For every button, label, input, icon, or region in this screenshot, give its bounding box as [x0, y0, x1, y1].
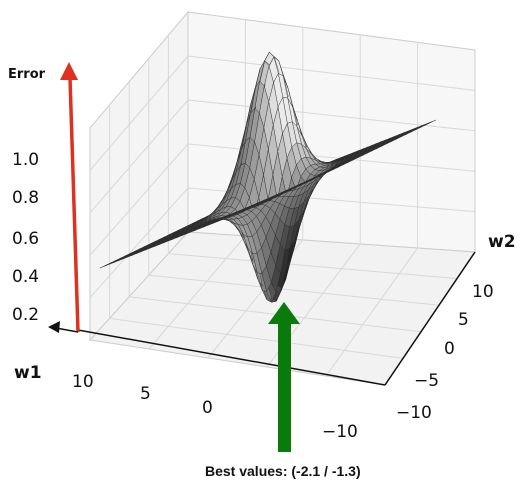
w2-axis-line	[384, 251, 476, 386]
w2-tick-label: 5	[458, 310, 469, 330]
w2-tick-labels: 10 5 0 −5 −10	[396, 282, 494, 423]
z-axis-label: Error	[8, 67, 46, 82]
grid-line	[187, 143, 476, 172]
w2-tick-label: −10	[396, 403, 432, 423]
w1-tick-label: 10	[72, 372, 94, 392]
z-tick-label: 0.2	[12, 305, 39, 325]
w2-tick-label: 10	[472, 282, 494, 302]
w2-tick-label: 0	[444, 339, 455, 359]
w1-axis-label: w1	[14, 363, 42, 383]
z-tick-labels: 1.0 0.8 0.6 0.4 0.2	[12, 150, 39, 325]
w2-axis-label: w2	[488, 232, 516, 252]
error-arrow	[48, 62, 80, 333]
grid-line	[148, 274, 440, 306]
best-values-label: Best values: (-2.1 / -1.3)	[205, 463, 361, 479]
w1-tick-label: 5	[140, 384, 151, 404]
z-tick-label: 0.8	[12, 188, 39, 208]
grid-line	[325, 247, 419, 377]
grid-line	[89, 99, 189, 214]
w1-tick-labels: 10 5 0 −10	[72, 372, 358, 442]
grid-line	[168, 253, 458, 280]
surface-patch	[99, 263, 110, 269]
best-values-arrow	[268, 302, 300, 452]
w1-tick-label: 0	[202, 398, 213, 418]
w2-tick-label: −5	[414, 371, 439, 391]
grid-line	[187, 99, 476, 132]
grid-line	[187, 55, 476, 91]
w1-tick-label: −10	[322, 422, 358, 442]
w1-axis-line	[77, 329, 386, 386]
z-tick-label: 0.6	[12, 229, 39, 249]
grid-line	[148, 235, 246, 350]
error-surface	[99, 51, 437, 303]
grid-line	[89, 143, 189, 256]
grid-line	[89, 55, 189, 171]
grid-line	[89, 187, 189, 298]
z-tick-label: 1.0	[12, 150, 39, 170]
grid-line	[109, 317, 404, 359]
z-tick-label: 0.4	[12, 267, 39, 287]
